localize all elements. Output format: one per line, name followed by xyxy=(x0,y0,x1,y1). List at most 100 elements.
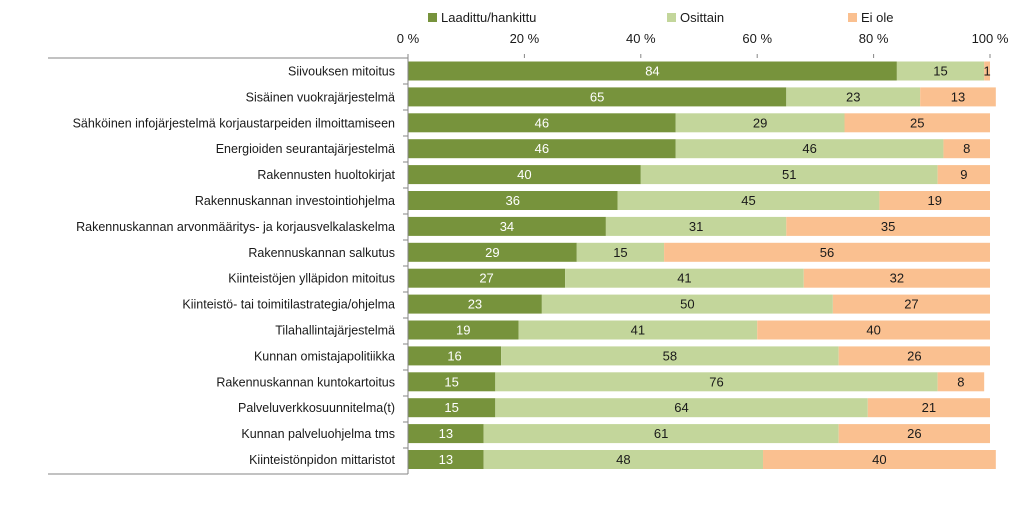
bar-ei-ole-kunnan-omistajapolitiikka xyxy=(838,346,990,366)
bar-osittain-kiinteistonpidon-mittaristot xyxy=(483,450,764,469)
bar-ei-ole-rakennuskannan-salkutus xyxy=(664,242,990,262)
bar-ei-ole-kiinteistojen-yllapidon-mitoitus xyxy=(803,268,990,288)
bar-laadittu-hankittu-rakennuskannan-salkutus xyxy=(408,242,577,262)
category-label: Kiinteistönpidon mittaristot xyxy=(249,453,395,467)
category-label: Tilahallintajärjestelmä xyxy=(275,324,395,338)
bar-ei-ole-kiinteisto-tai-toimitilastrategia-ohjelma xyxy=(832,294,990,314)
bar-laadittu-hankittu-kiinteistojen-yllapidon-mitoitus xyxy=(408,268,566,288)
bar-osittain-rakennusten-huoltokirjat xyxy=(640,165,938,185)
data-label-laadittu-hankittu: 46 xyxy=(535,141,549,156)
bar-laadittu-hankittu-energioiden-seurantajarjestelma xyxy=(408,139,676,159)
category-label: Rakennuskannan investointiohjelma xyxy=(195,194,395,208)
x-axis: 0 % 20 % 40 % 60 % 80 % 100 % xyxy=(397,31,1009,58)
bar-osittain-kiinteistojen-yllapidon-mitoitus xyxy=(565,268,804,288)
bar-laadittu-hankittu-rakennusten-huoltokirjat xyxy=(408,165,641,185)
data-label-osittain: 41 xyxy=(677,271,691,286)
bar-laadittu-hankittu-rakennuskannan-investointiohjelma xyxy=(408,191,618,210)
category-label: Kiinteistöjen ylläpidon mitoitus xyxy=(228,272,395,286)
data-label-osittain: 58 xyxy=(663,348,677,363)
category-label: Kunnan omistajapolitiikka xyxy=(254,349,395,363)
bar-laadittu-hankittu-sahkoinen-infojarjestelma-korjaustarpeiden-ilmoittamiseen xyxy=(408,113,676,133)
bar-ei-ole-sisainen-vuokrajarjestelma xyxy=(920,87,996,107)
bar-ei-ole-rakennuskannan-kuntokartoitus xyxy=(937,372,985,392)
data-label-osittain: 45 xyxy=(741,193,755,208)
bar-osittain-rakennuskannan-investointiohjelma xyxy=(617,191,880,210)
data-label-osittain: 51 xyxy=(782,167,796,182)
bar-ei-ole-kunnan-palveluohjelma-tms xyxy=(838,424,990,444)
bar-ei-ole-tilahallintajarjestelma xyxy=(757,320,990,340)
x-tick-label: 20 % xyxy=(510,31,540,46)
data-label-laadittu-hankittu: 46 xyxy=(535,115,549,130)
data-label-ei-ole: 56 xyxy=(820,245,834,260)
bar-laadittu-hankittu-rakennuskannan-kuntokartoitus xyxy=(408,372,496,392)
bar-laadittu-hankittu-kunnan-omistajapolitiikka xyxy=(408,346,502,366)
data-label-ei-ole: 8 xyxy=(963,141,970,156)
bar-laadittu-hankittu-rakennuskannan-arvonmaaritys-ja-korjausvelkalaskelma xyxy=(408,216,606,236)
data-label-ei-ole: 21 xyxy=(922,400,936,415)
data-label-ei-ole: 13 xyxy=(951,89,965,104)
data-label-laadittu-hankittu: 13 xyxy=(439,426,453,441)
data-label-laadittu-hankittu: 15 xyxy=(444,374,458,389)
data-label-ei-ole: 40 xyxy=(866,323,880,338)
bars: 84 15 1 65 23 13 46 29 25 46 46 8 40 51 9 36 45 19 34 31 35 2… xyxy=(408,61,996,469)
bar-osittain-kunnan-omistajapolitiikka xyxy=(501,346,839,366)
data-label-laadittu-hankittu: 27 xyxy=(479,271,493,286)
category-label: Sähköinen infojärjestelmä korjaustarpeid… xyxy=(73,116,395,130)
data-label-osittain: 61 xyxy=(654,426,668,441)
data-label-osittain: 64 xyxy=(674,400,688,415)
legend: Laadittu/hankittu Osittain Ei ole xyxy=(428,10,894,25)
category-label: Rakennuskannan arvonmääritys- ja korjaus… xyxy=(76,220,395,234)
bar-ei-ole-rakennuskannan-investointiohjelma xyxy=(879,191,990,210)
bar-laadittu-hankittu-siivouksen-mitoitus xyxy=(408,61,897,81)
data-label-ei-ole: 25 xyxy=(910,115,924,130)
category-label: Kiinteistö- tai toimitilastrategia/ohjel… xyxy=(182,298,395,312)
data-label-ei-ole: 19 xyxy=(927,193,941,208)
bar-laadittu-hankittu-tilahallintajarjestelma xyxy=(408,320,519,340)
x-tick-label: 100 % xyxy=(972,31,1009,46)
data-label-laadittu-hankittu: 19 xyxy=(456,323,470,338)
bar-osittain-sahkoinen-infojarjestelma-korjaustarpeiden-ilmoittamiseen xyxy=(675,113,845,133)
data-label-osittain: 31 xyxy=(689,219,703,234)
data-label-ei-ole: 8 xyxy=(957,374,964,389)
bar-ei-ole-palveluverkkosuunnitelma-t xyxy=(867,398,990,418)
data-label-ei-ole: 9 xyxy=(960,167,967,182)
data-label-laadittu-hankittu: 29 xyxy=(485,245,499,260)
data-label-ei-ole: 40 xyxy=(872,452,886,467)
legend-label-laadittu-hankittu: Laadittu/hankittu xyxy=(441,10,536,25)
x-tick-label: 0 % xyxy=(397,31,420,46)
x-tick-label: 80 % xyxy=(859,31,889,46)
legend-label-osittain: Osittain xyxy=(680,10,724,25)
category-label: Siivouksen mitoitus xyxy=(288,65,395,79)
legend-label-ei-ole: Ei ole xyxy=(861,10,894,25)
bar-ei-ole-kiinteistonpidon-mittaristot xyxy=(763,450,996,469)
bar-ei-ole-rakennuskannan-arvonmaaritys-ja-korjausvelkalaskelma xyxy=(786,216,990,236)
bar-ei-ole-rakennusten-huoltokirjat xyxy=(937,165,990,185)
data-label-laadittu-hankittu: 84 xyxy=(645,64,659,79)
data-label-osittain: 41 xyxy=(631,323,645,338)
data-label-laadittu-hankittu: 16 xyxy=(447,348,461,363)
data-label-laadittu-hankittu: 34 xyxy=(500,219,514,234)
data-label-osittain: 50 xyxy=(680,297,694,312)
bar-laadittu-hankittu-palveluverkkosuunnitelma-t xyxy=(408,398,496,418)
category-label: Sisäinen vuokrajärjestelmä xyxy=(246,90,395,104)
legend-swatch-laadittu-hankittu xyxy=(428,13,437,22)
y-axis: Siivouksen mitoitus Sisäinen vuokrajärjes… xyxy=(48,57,409,475)
category-label: Rakennusten huoltokirjat xyxy=(257,168,395,182)
bar-osittain-kiinteisto-tai-toimitilastrategia-ohjelma xyxy=(541,294,833,314)
bar-osittain-tilahallintajarjestelma xyxy=(518,320,758,340)
bar-osittain-kunnan-palveluohjelma-tms xyxy=(483,424,839,444)
category-label: Kunnan palveluohjelma tms xyxy=(241,427,395,441)
x-tick-label: 40 % xyxy=(626,31,656,46)
category-label: Rakennuskannan salkutus xyxy=(248,246,395,260)
bar-osittain-rakennuskannan-arvonmaaritys-ja-korjausvelkalaskelma xyxy=(605,216,787,236)
data-label-ei-ole: 27 xyxy=(904,297,918,312)
bar-laadittu-hankittu-kunnan-palveluohjelma-tms xyxy=(408,424,484,444)
legend-swatch-ei-ole xyxy=(848,13,857,22)
bar-osittain-siivouksen-mitoitus xyxy=(896,61,985,81)
data-label-ei-ole: 26 xyxy=(907,426,921,441)
bar-osittain-energioiden-seurantajarjestelma xyxy=(675,139,944,159)
category-label: Rakennuskannan kuntokartoitus xyxy=(216,375,395,389)
category-label: Palveluverkkosuunnitelma(t) xyxy=(238,401,395,415)
data-label-ei-ole: 32 xyxy=(890,271,904,286)
